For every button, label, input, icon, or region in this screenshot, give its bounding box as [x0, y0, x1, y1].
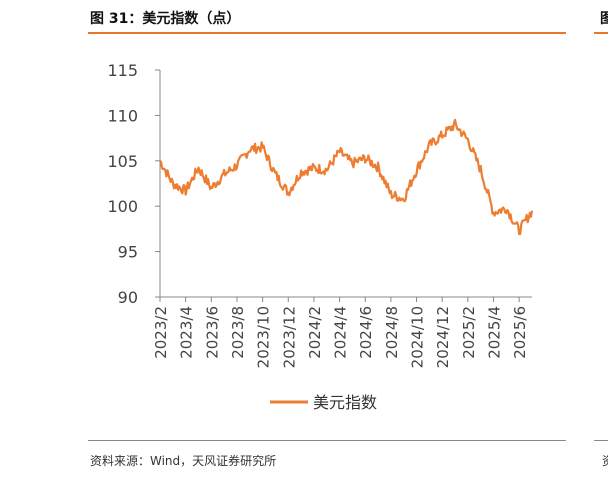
series-line-usd-index: [159, 118, 534, 236]
x-tick-label: 2023/12: [280, 306, 298, 368]
x-tick-label: 2023/2: [152, 306, 170, 359]
legend-label: 美元指数: [313, 393, 377, 412]
footer-rule: [88, 440, 566, 441]
x-tick-label: 2024/10: [409, 306, 427, 368]
x-tick-label: 2025/2: [460, 306, 478, 359]
x-tick-label: 2023/8: [229, 306, 247, 359]
x-tick-label: 2023/4: [178, 306, 196, 359]
y-tick-label: 110: [107, 106, 138, 125]
x-tick-label: 2023/6: [203, 306, 221, 359]
y-tick-label: 115: [107, 61, 138, 80]
y-tick-label: 100: [107, 197, 138, 216]
adjacent-footer-rule: [594, 440, 608, 441]
x-tick-label: 2023/10: [255, 306, 273, 368]
x-tick-label: 2024/4: [332, 306, 350, 359]
y-tick-label: 105: [107, 152, 138, 171]
x-tick-label: 2024/6: [357, 306, 375, 359]
figure-title: 图 31：美元指数（点）: [90, 11, 241, 27]
x-axis: 2023/2 2023/4 2023/6 2023/8 2023/10 2023/12 20…: [152, 296, 532, 368]
adjacent-figure-title-fragment: 图: [600, 11, 608, 27]
adjacent-title-rule: [594, 32, 608, 34]
title-rule: [88, 32, 566, 34]
y-tick-label: 95: [118, 243, 138, 262]
source-note: 资料来源：Wind，天风证券研究所: [90, 454, 277, 468]
legend: 美元指数: [270, 393, 377, 412]
x-tick-label: 2025/6: [511, 306, 529, 359]
x-tick-label: 2024/2: [306, 306, 324, 359]
x-tick-label: 2024/12: [434, 306, 452, 368]
x-tick-label: 2024/8: [383, 306, 401, 359]
adjacent-source-fragment: 资: [602, 452, 608, 469]
y-axis: 90 95 100 105 110 115: [107, 61, 161, 307]
plot-area: [159, 118, 534, 236]
y-tick-label: 90: [118, 288, 138, 307]
x-tick-label: 2025/4: [486, 306, 504, 359]
